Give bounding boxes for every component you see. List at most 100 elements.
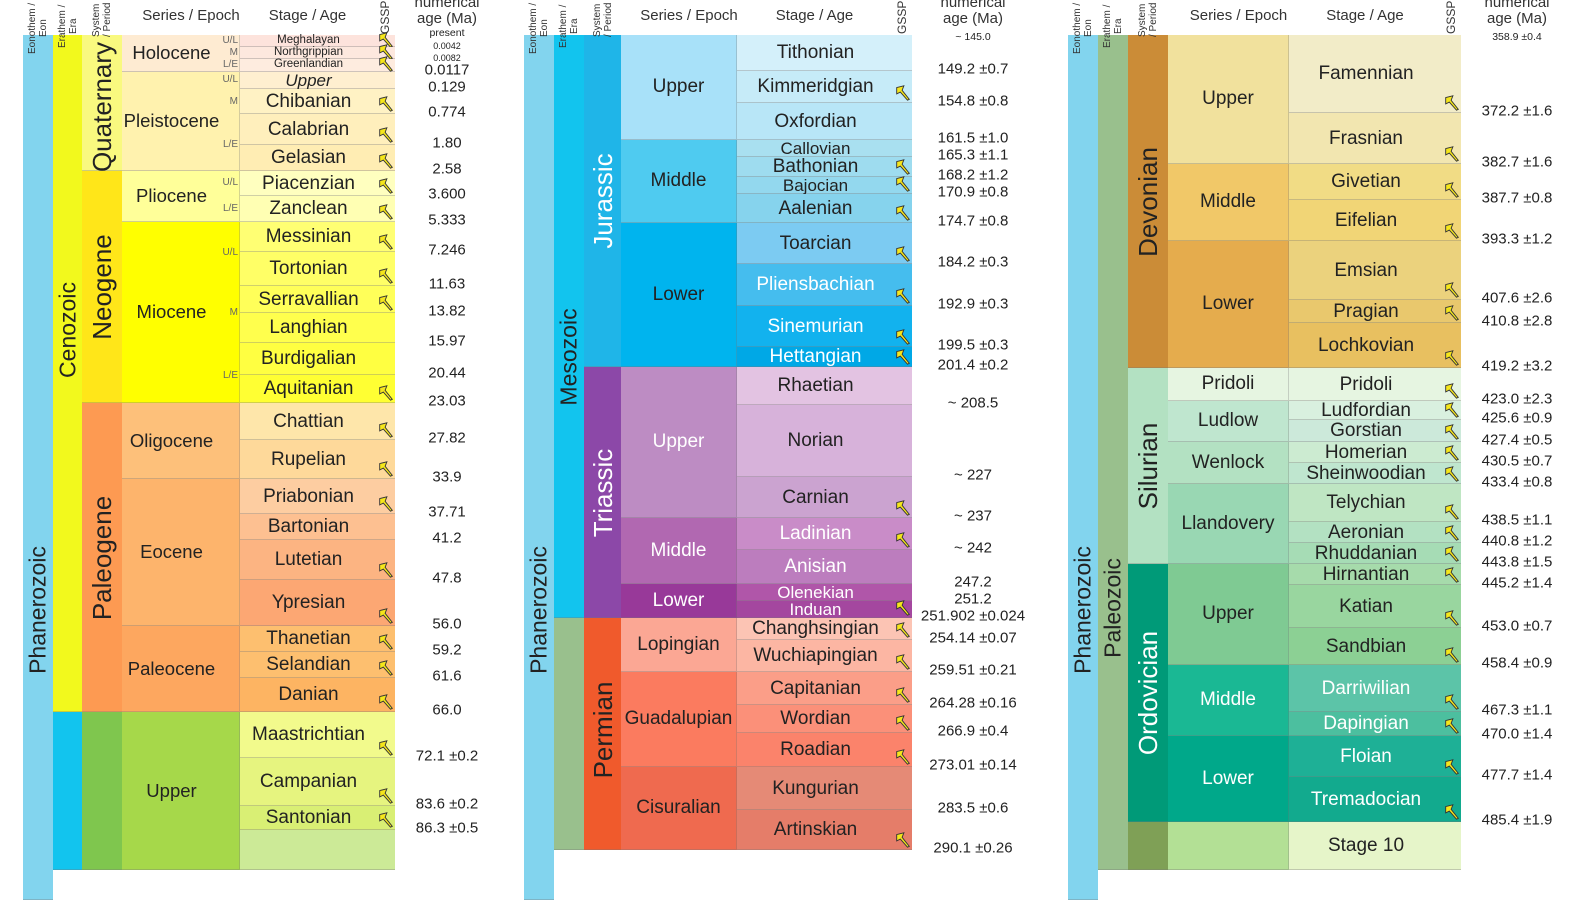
header-series: Series / Epoch — [640, 7, 738, 24]
stage-block: Changhsingian — [737, 618, 912, 640]
numerical-age-label: 199.5 ±0.3 — [937, 336, 1009, 354]
era-block: Paleozoic — [1098, 35, 1128, 870]
system-block: Neogene — [82, 171, 122, 403]
stage-block: Oxfordian — [737, 103, 912, 140]
numerical-age-label: 410.8 ±2.8 — [1481, 312, 1553, 330]
system-block — [1128, 822, 1168, 870]
numerical-age-label: 3.600 — [428, 185, 466, 203]
stage-label: Bajocian — [782, 175, 849, 195]
stage-label: Gorstian — [1330, 420, 1402, 441]
system-label: Devonian — [1133, 146, 1163, 257]
era-block: Cenozoic — [53, 35, 82, 712]
numerical-age-label: 27.82 — [428, 429, 466, 447]
numerical-age-label: 259.51 ±0.21 — [929, 661, 1017, 679]
series-label: Guadalupian — [624, 708, 733, 729]
numerical-age-label: 168.2 ±1.2 — [937, 166, 1009, 184]
numerical-age-label: 161.5 ±1.0 — [937, 129, 1009, 147]
stage-block: Pliensbachian — [737, 264, 912, 306]
gssp-golden-spike-icon — [377, 421, 395, 439]
series-block: Lower — [1168, 241, 1289, 368]
numerical-age-label: 372.2 ±1.6 — [1481, 102, 1553, 120]
header-age-line2: age (Ma) — [1486, 10, 1548, 27]
numerical-age-label: 47.8 — [432, 569, 462, 587]
stage-label: Sandbian — [1325, 635, 1407, 657]
series-subdivision-label: U/L — [222, 177, 238, 188]
numerical-age-label: 149.2 ±0.7 — [937, 60, 1009, 78]
gssp-golden-spike-icon — [894, 175, 912, 193]
stage-label: Pliensbachian — [756, 274, 875, 295]
numerical-age-label: 61.6 — [432, 667, 462, 685]
system-block: Ordovician — [1128, 564, 1168, 822]
stage-label: Lutetian — [274, 549, 343, 570]
numerical-age-label: 419.2 ±3.2 — [1481, 357, 1553, 375]
stage-block: Pridoli — [1289, 368, 1461, 401]
header-age-line1: numerical — [414, 0, 480, 11]
system-block — [82, 712, 122, 870]
stage-label: Emsian — [1334, 259, 1398, 281]
stage-block: Capitanian — [737, 672, 912, 705]
numerical-age-label: 467.3 ±1.1 — [1481, 701, 1553, 719]
header-series: Series / Epoch — [1189, 7, 1288, 24]
gssp-golden-spike-icon — [894, 831, 912, 849]
gssp-golden-spike-icon — [377, 294, 395, 312]
numerical-age-label: ~ 237 — [954, 507, 992, 525]
numerical-age-label: 59.2 — [432, 641, 462, 659]
stage-block: Carnian — [737, 477, 912, 518]
series-block: Upper — [621, 367, 737, 518]
stage-label: Kungurian — [772, 777, 859, 799]
series-label: Holocene — [132, 42, 211, 63]
series-block: Pleistocene — [122, 72, 240, 171]
stage-block — [240, 830, 395, 870]
gssp-golden-spike-icon — [1443, 281, 1461, 299]
numerical-age-label: 170.9 ±0.8 — [937, 183, 1009, 201]
stage-block: Aalenian — [737, 194, 912, 223]
header-eon: Eonothem / Eon — [1072, 2, 1094, 54]
gssp-golden-spike-icon — [377, 126, 395, 144]
series-subdivision-label: L/E — [222, 203, 238, 214]
header-gssp: GSSP — [378, 0, 392, 34]
numerical-age-label: 430.5 ±0.7 — [1481, 452, 1553, 470]
stage-block: Wordian — [737, 705, 912, 733]
stage-block: Olenekian — [737, 584, 912, 601]
stage-block: Ladinian — [737, 518, 912, 550]
numerical-age-label: 41.2 — [432, 529, 462, 547]
header-gssp: GSSP — [1444, 0, 1458, 34]
series-block: Lower — [621, 223, 737, 367]
numerical-age-label: 254.14 ±0.07 — [929, 629, 1017, 647]
system-block: Devonian — [1128, 35, 1168, 368]
stage-label: Wordian — [780, 708, 851, 729]
gssp-golden-spike-icon — [1443, 465, 1461, 483]
series-block: Upper — [1168, 35, 1289, 164]
stage-label: Burdigalian — [260, 348, 357, 369]
stage-label: Danian — [278, 684, 339, 705]
numerical-age-label: 72.1 ±0.2 — [415, 747, 479, 765]
stage-label: Kimmeridgian — [757, 76, 874, 97]
stage-label: Changhsingian — [752, 618, 879, 639]
series-label: Pleistocene — [123, 110, 220, 131]
stage-label: Rhuddanian — [1314, 542, 1418, 564]
numerical-age-label: 33.9 — [432, 468, 462, 486]
numerical-age-label: 0.0042 — [433, 41, 461, 51]
stage-label: Hirnantian — [1322, 563, 1410, 585]
series-label: Llandovery — [1181, 512, 1275, 534]
stage-label: Ludfordian — [1321, 399, 1411, 421]
series-label: Upper — [1202, 603, 1254, 624]
stage-label: Floian — [1340, 745, 1392, 767]
numerical-age-label: 290.1 ±0.26 — [933, 839, 1013, 857]
stage-label: Carnian — [782, 486, 849, 508]
gssp-golden-spike-icon — [1443, 717, 1461, 735]
gssp-golden-spike-icon — [894, 328, 912, 346]
stage-block: Gelasian — [240, 145, 395, 171]
numerical-age-label: ~ 145.0 — [955, 31, 991, 43]
stage-block: Ypresian — [240, 580, 395, 626]
stage-block: Lutetian — [240, 540, 395, 580]
stage-label: Serravallian — [258, 288, 359, 310]
stage-block: Famennian — [1289, 35, 1461, 113]
stage-label: Bartonian — [267, 516, 350, 537]
numerical-age-label: 425.6 ±0.9 — [1481, 409, 1553, 427]
stage-block: Rupelian — [240, 440, 395, 479]
numerical-age-label: 11.63 — [428, 275, 466, 293]
stage-label: Norian — [787, 430, 844, 451]
eon-label: Phanerozoic — [1069, 546, 1096, 674]
numerical-age-label: 165.3 ±1.1 — [937, 146, 1009, 164]
